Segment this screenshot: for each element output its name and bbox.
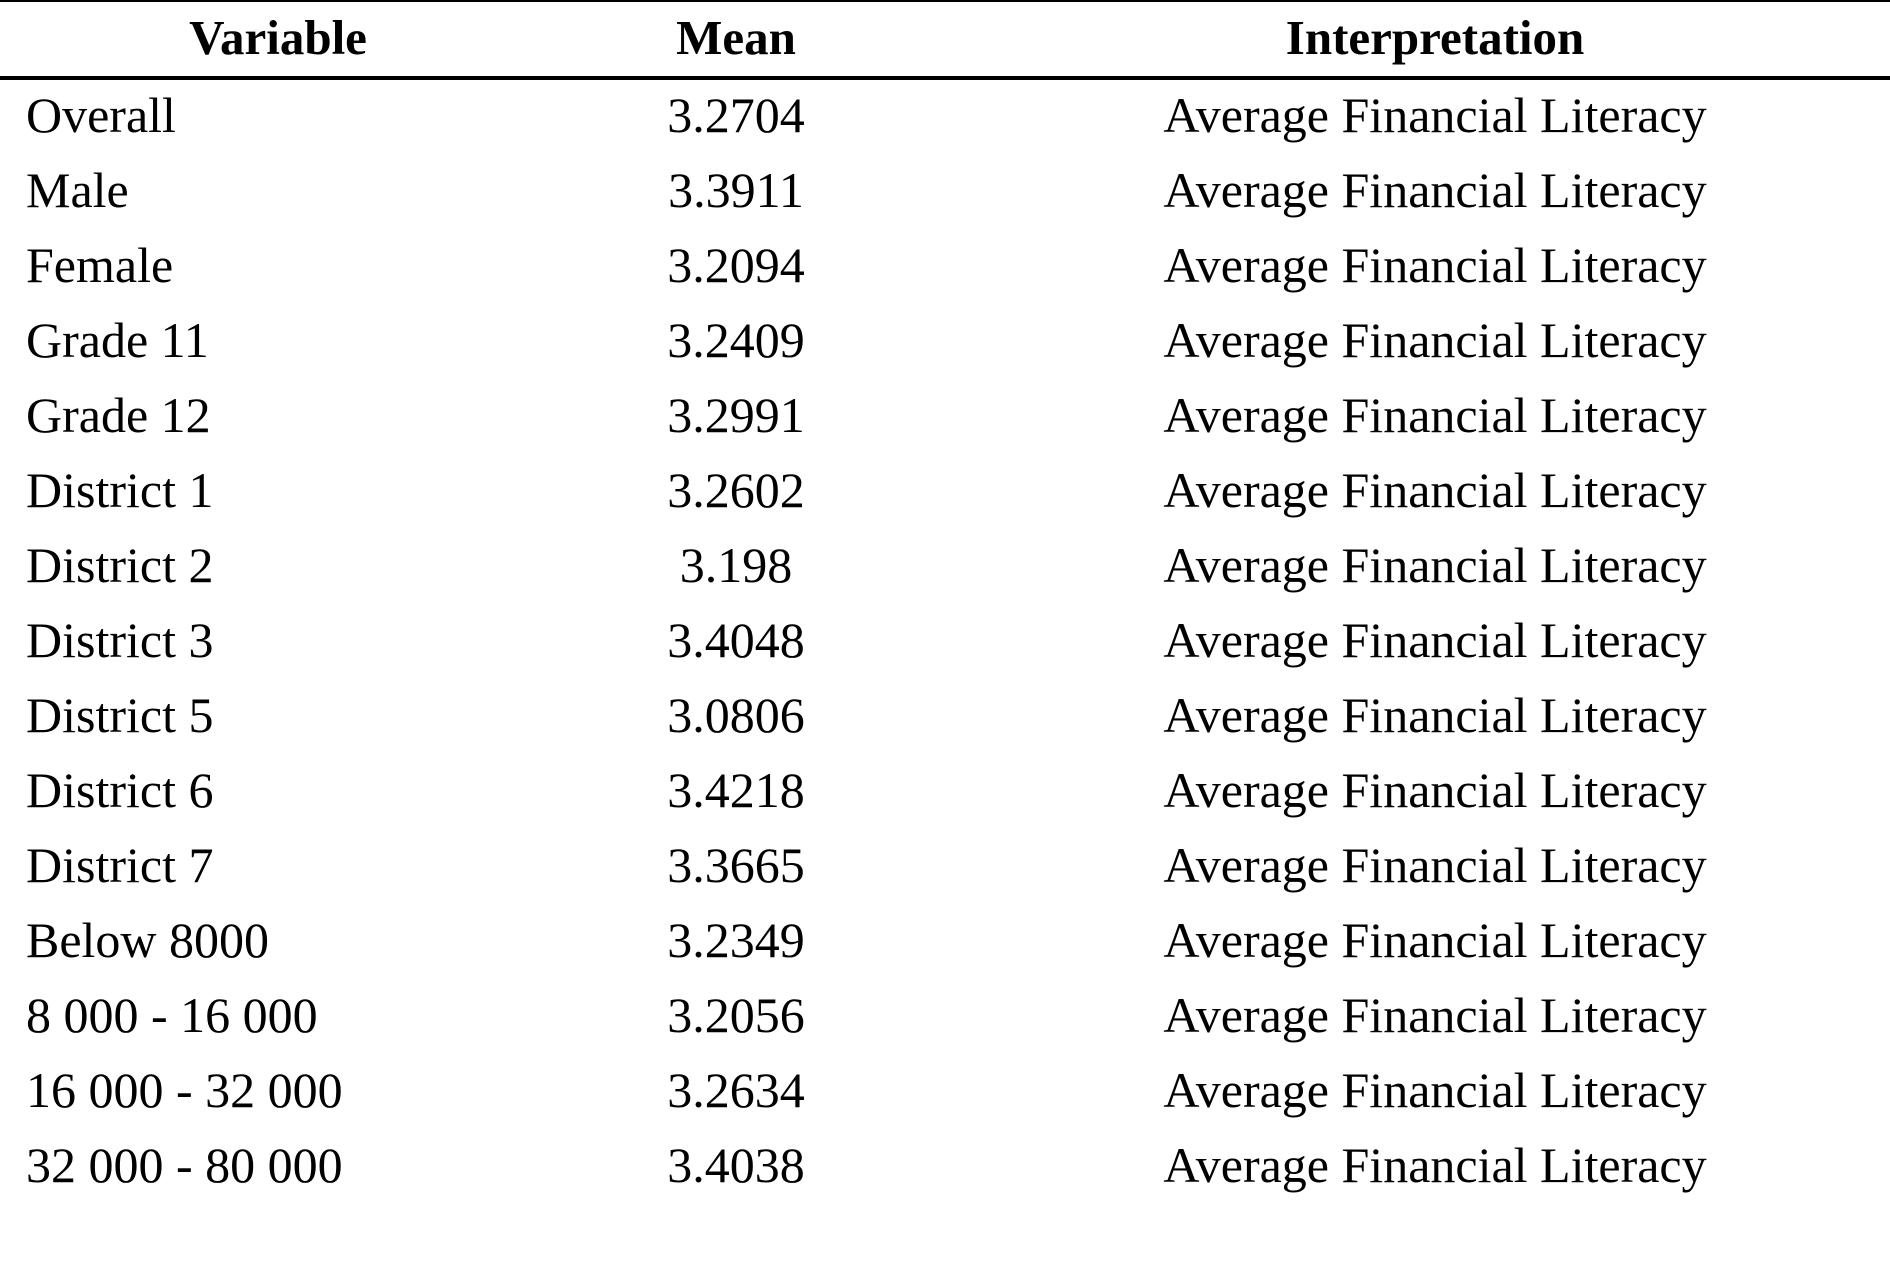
row-interpretation: Average Financial Literacy — [1163, 1062, 1707, 1118]
row-mean: 3.2409 — [667, 312, 805, 368]
row-interpretation: Average Financial Literacy — [1163, 612, 1707, 668]
row-variable: District 1 — [26, 462, 214, 518]
table-row: Grade 12 3.2991 Average Financial Literacy — [0, 378, 1890, 453]
row-interpretation: Average Financial Literacy — [1163, 462, 1707, 518]
table-row: District 7 3.3665 Average Financial Litera… — [0, 828, 1890, 903]
row-mean: 3.4218 — [667, 762, 805, 818]
row-variable: Below 8000 — [26, 912, 270, 968]
row-interpretation: Average Financial Literacy — [1163, 687, 1707, 743]
row-interpretation: Average Financial Literacy — [1163, 162, 1707, 218]
row-mean: 3.0806 — [667, 687, 805, 743]
table-row: Male 3.3911 Average Financial Literacy — [0, 153, 1890, 228]
row-mean: 3.2094 — [667, 237, 805, 293]
row-interpretation: Average Financial Literacy — [1163, 87, 1707, 143]
row-variable: Grade 11 — [26, 312, 209, 368]
table-row: Grade 11 3.2409 Average Financial Literacy — [0, 303, 1890, 378]
row-interpretation: Average Financial Literacy — [1163, 912, 1707, 968]
row-mean: 3.198 — [679, 537, 793, 593]
row-mean: 3.3911 — [668, 162, 804, 218]
row-variable: Overall — [26, 87, 176, 143]
table-row: District 3 3.4048 Average Financial Litera… — [0, 603, 1890, 678]
row-variable: District 6 — [26, 762, 214, 818]
row-interpretation: Average Financial Literacy — [1163, 537, 1707, 593]
table-row: District 1 3.2602 Average Financial Litera… — [0, 453, 1890, 528]
row-variable: Grade 12 — [26, 387, 211, 443]
row-interpretation: Average Financial Literacy — [1163, 987, 1707, 1043]
row-interpretation: Average Financial Literacy — [1163, 1137, 1707, 1193]
table-header-rule — [0, 76, 1890, 80]
row-variable: Male — [26, 162, 129, 218]
row-mean: 3.2634 — [667, 1062, 805, 1118]
row-interpretation: Average Financial Literacy — [1163, 312, 1707, 368]
row-interpretation: Average Financial Literacy — [1163, 387, 1707, 443]
table-row: 16 000 - 32 000 3.2634 Average Financial L… — [0, 1053, 1890, 1128]
table-row: 32 000 - 80 000 3.4038 Average Financial L… — [0, 1128, 1890, 1203]
table-header-row: Variable Mean Interpretation — [0, 2, 1890, 77]
table-top-rule — [0, 0, 1890, 2]
table-row: District 2 3.198 Average Financial Literac… — [0, 528, 1890, 603]
row-variable: 8 000 - 16 000 — [26, 987, 318, 1043]
table-row: Below 8000 3.2349 Average Financial Litera… — [0, 903, 1890, 978]
row-interpretation: Average Financial Literacy — [1163, 237, 1707, 293]
row-variable: District 3 — [26, 612, 214, 668]
header-variable: Variable — [189, 10, 367, 65]
header-interpretation: Interpretation — [1285, 10, 1585, 65]
row-mean: 3.2349 — [667, 912, 805, 968]
table-row: Female 3.2094 Average Financial Literacy — [0, 228, 1890, 303]
row-mean: 3.2991 — [667, 387, 805, 443]
row-mean: 3.4048 — [667, 612, 805, 668]
row-interpretation: Average Financial Literacy — [1163, 837, 1707, 893]
row-variable: District 7 — [26, 837, 214, 893]
row-mean: 3.2602 — [667, 462, 805, 518]
table-row: 8 000 - 16 000 3.2056 Average Financial Li… — [0, 978, 1890, 1053]
table-row: District 6 3.4218 Average Financial Litera… — [0, 753, 1890, 828]
row-mean: 3.4038 — [667, 1137, 805, 1193]
header-mean: Mean — [676, 10, 796, 65]
row-variable: District 5 — [26, 687, 214, 743]
row-variable: 16 000 - 32 000 — [26, 1062, 343, 1118]
table-row: District 5 3.0806 Average Financial Litera… — [0, 678, 1890, 753]
row-mean: 3.3665 — [667, 837, 805, 893]
row-variable: Female — [26, 237, 174, 293]
row-variable: 32 000 - 80 000 — [26, 1137, 343, 1193]
row-variable: District 2 — [26, 537, 214, 593]
table-row: Overall 3.2704 Average Financial Literacy — [0, 78, 1890, 153]
row-mean: 3.2056 — [667, 987, 805, 1043]
row-interpretation: Average Financial Literacy — [1163, 762, 1707, 818]
row-mean: 3.2704 — [667, 87, 805, 143]
